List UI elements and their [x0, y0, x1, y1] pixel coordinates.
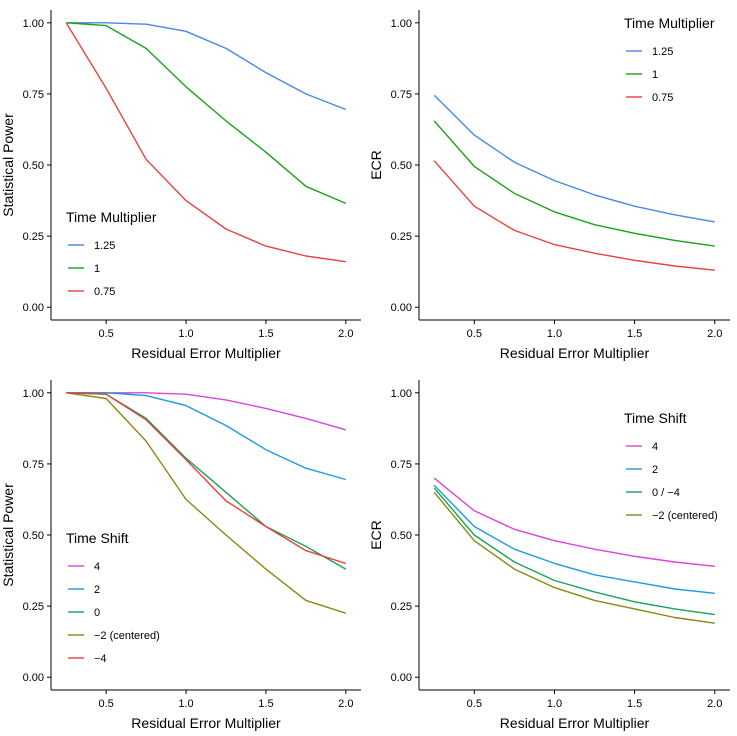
y-tick-label: 0.25: [23, 601, 44, 613]
series-line-2: [65, 22, 346, 263]
legend-label-1: 1: [652, 69, 658, 81]
x-tick-label: 2.0: [338, 698, 353, 710]
x-axis-title: Residual Error Multiplier: [131, 715, 281, 731]
y-tick-label: 0.25: [391, 601, 412, 613]
series-line-1: [433, 120, 715, 247]
panel-top-right: 0.00 0.25 0.50 0.75 1.00 0.5 1.0 1.5 2.0 Residual…: [368, 10, 730, 361]
y-tick-label: 0.25: [391, 231, 412, 243]
y-axis-title: Statistical Power: [0, 483, 16, 587]
legend-label-0: 1.25: [652, 46, 673, 58]
legend-label-1: 1: [94, 263, 100, 275]
legend-label-2: 0 / −4: [652, 487, 680, 499]
y-tick-label: 0.50: [391, 160, 412, 172]
series-line-3: [433, 491, 715, 624]
series-line-1: [66, 22, 347, 205]
legend: Time Multiplier 1.25 1 0.75: [624, 15, 715, 104]
series-line-0: [433, 94, 715, 223]
series-line-4: [66, 392, 347, 565]
y-axis-title: Statistical Power: [0, 113, 16, 217]
series-line-1: [66, 392, 346, 481]
legend-label-2: 0.75: [652, 92, 673, 104]
panel-top-left: 0.00 0.25 0.50 0.75 1.00 0.5 1.0 1.5 2.0 Residual…: [0, 10, 361, 361]
series-line-0: [66, 392, 346, 431]
x-axis-title: Residual Error Multiplier: [500, 345, 650, 361]
y-tick-label: 0.50: [23, 160, 44, 172]
x-tick-label: 1.5: [627, 328, 642, 340]
legend-title: Time Multiplier: [624, 15, 715, 31]
x-tick-label: 1.0: [178, 698, 193, 710]
legend-title: Time Shift: [66, 530, 129, 546]
x-axis-title: Residual Error Multiplier: [500, 715, 650, 731]
legend-label-3: −2 (centered): [652, 510, 718, 522]
series-line-1: [433, 484, 715, 594]
panel-bottom-right: 0.00 0.25 0.50 0.75 1.00 0.5 1.0 1.5 2.0 Residual…: [368, 380, 730, 731]
legend-title: Time Shift: [624, 410, 687, 426]
series-line-0: [66, 22, 347, 111]
y-tick-label: 0.75: [391, 89, 412, 101]
series-line-0: [433, 477, 715, 567]
y-tick-label: 0.50: [23, 530, 44, 542]
y-axis-title: ECR: [368, 150, 384, 180]
x-tick-label: 2.0: [338, 328, 353, 340]
y-axis-title: ECR: [368, 520, 384, 550]
legend-label-1: 2: [652, 464, 658, 476]
y-tick-label: 1.00: [23, 388, 44, 400]
x-tick-label: 1.5: [627, 698, 642, 710]
legend-label-0: 4: [652, 441, 658, 453]
y-tick-label: 0.00: [23, 302, 44, 314]
x-tick-label: 1.0: [547, 698, 562, 710]
y-tick-label: 0.00: [23, 672, 44, 684]
x-tick-label: 0.5: [467, 328, 482, 340]
legend-label-2: 0.75: [94, 286, 115, 298]
x-tick-label: 1.5: [258, 698, 273, 710]
legend-label-2: 0: [94, 607, 100, 619]
x-tick-label: 0.5: [98, 698, 113, 710]
y-tick-label: 1.00: [23, 18, 44, 30]
legend-label-0: 4: [94, 561, 100, 573]
x-tick-label: 1.0: [547, 328, 562, 340]
x-tick-label: 1.5: [258, 328, 273, 340]
x-tick-label: 0.5: [467, 698, 482, 710]
y-tick-label: 0.75: [391, 459, 412, 471]
x-tick-label: 0.5: [98, 328, 113, 340]
legend: Time Multiplier 1.25 1 0.75: [66, 209, 157, 298]
legend: Time Shift 4 2 0 −2 (centered) −4: [66, 530, 160, 665]
legend-label-4: −4: [94, 653, 107, 665]
x-axis-title: Residual Error Multiplier: [131, 345, 281, 361]
x-tick-label: 1.0: [178, 328, 193, 340]
legend-label-0: 1.25: [94, 240, 115, 252]
y-tick-label: 1.00: [391, 388, 412, 400]
series-line-3: [66, 392, 347, 614]
y-tick-label: 1.00: [391, 18, 412, 30]
legend: Time Shift 4 2 0 / −4 −2 (centered): [624, 410, 718, 522]
legend-label-1: 2: [94, 584, 100, 596]
legend-label-3: −2 (centered): [94, 630, 160, 642]
legend-title: Time Multiplier: [66, 209, 157, 225]
series-line-2: [433, 487, 715, 616]
y-tick-label: 0.75: [23, 89, 44, 101]
series-line-2: [433, 160, 715, 271]
x-tick-label: 2.0: [707, 698, 722, 710]
panel-bottom-left: 0.00 0.25 0.50 0.75 1.00 0.5 1.0 1.5 2.0 Residual…: [0, 380, 361, 731]
x-tick-label: 2.0: [707, 328, 722, 340]
y-tick-label: 0.00: [391, 302, 412, 314]
y-tick-label: 0.25: [23, 231, 44, 243]
y-tick-label: 0.00: [391, 672, 412, 684]
y-tick-label: 0.75: [23, 459, 44, 471]
y-tick-label: 0.50: [391, 530, 412, 542]
